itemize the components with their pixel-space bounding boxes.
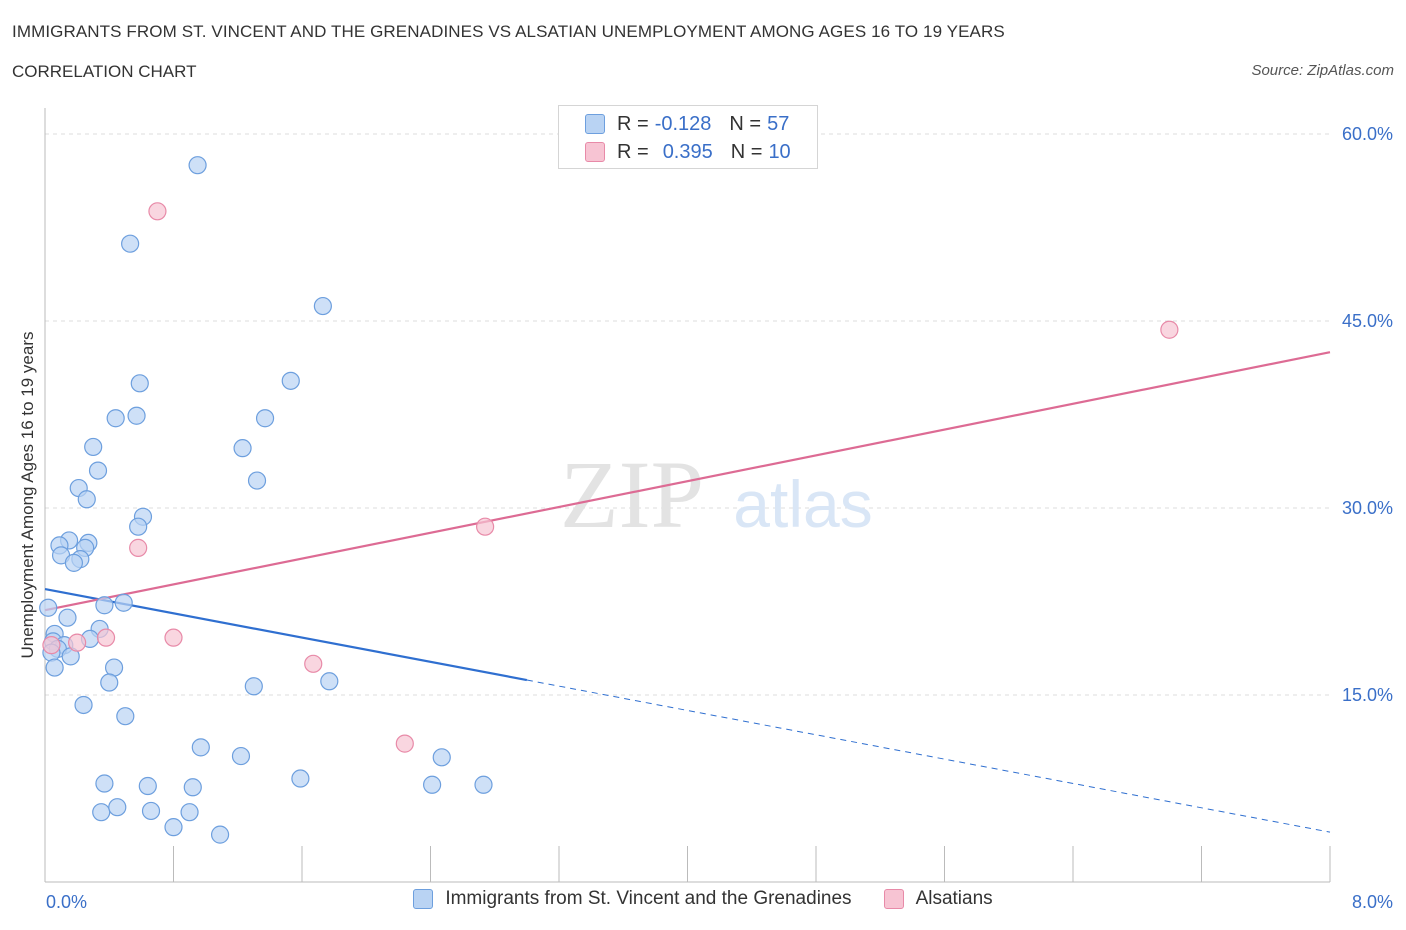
point-series1 xyxy=(247,471,267,490)
point-series1 xyxy=(210,825,230,844)
x-tick-label: 0.0% xyxy=(46,892,87,912)
watermark-zip: ZIP xyxy=(560,441,704,548)
legend-row-series2: R = 0.395 N = 10 xyxy=(585,140,791,164)
point-series1 xyxy=(77,490,96,509)
legend-label-series2: Alsatians xyxy=(915,888,993,909)
point-series1 xyxy=(127,406,146,425)
point-series2 xyxy=(68,633,87,652)
point-series1 xyxy=(141,801,161,821)
series-legend: Immigrants from St. Vincent and the Gren… xyxy=(0,888,1406,910)
trend-line-series2 xyxy=(44,351,1331,612)
point-series1 xyxy=(138,776,157,796)
point-series1 xyxy=(130,374,149,393)
chart-subtitle: CORRELATION CHART xyxy=(12,62,197,81)
legend-n-label: N = xyxy=(730,140,763,163)
point-series1 xyxy=(255,409,275,428)
y-tick-label: 60.0% xyxy=(1342,124,1393,144)
gridlines xyxy=(45,133,1330,696)
point-series2 xyxy=(304,654,323,673)
point-series1 xyxy=(233,439,252,458)
trend-line-series1-extension xyxy=(526,679,1331,833)
point-series2 xyxy=(148,202,167,221)
point-series2 xyxy=(1160,320,1179,339)
point-series2 xyxy=(164,628,183,647)
legend-n-value: 10 xyxy=(768,140,791,163)
point-series1 xyxy=(64,553,84,572)
legend-item-series2: Alsatians xyxy=(883,888,993,910)
point-series1 xyxy=(95,596,114,615)
y-tick-label: 30.0% xyxy=(1342,498,1393,518)
point-series1 xyxy=(432,748,451,767)
legend-label-series1: Immigrants from St. Vincent and the Gren… xyxy=(445,888,852,909)
point-series1 xyxy=(108,798,127,817)
watermark-atlas: atlas xyxy=(733,467,872,541)
point-series2 xyxy=(129,538,148,557)
legend-swatch-series1 xyxy=(585,114,605,134)
point-series1 xyxy=(231,746,251,766)
legend-swatch-series2 xyxy=(883,889,904,909)
point-series1 xyxy=(291,769,310,788)
tick-labels: 15.0% 30.0% 45.0% 60.0% 0.0% 8.0% xyxy=(46,124,1393,912)
point-series1 xyxy=(281,371,300,390)
point-series1 xyxy=(164,818,183,837)
point-series2 xyxy=(96,628,116,647)
point-series1 xyxy=(188,156,207,175)
legend-swatch-series2 xyxy=(585,142,605,162)
point-series1 xyxy=(313,296,332,316)
point-series2 xyxy=(395,734,414,753)
legend-swatch-series1 xyxy=(413,889,434,909)
y-tick-label: 15.0% xyxy=(1342,685,1393,705)
axes xyxy=(44,108,1331,883)
data-points xyxy=(39,156,1179,844)
point-series1 xyxy=(84,437,103,457)
legend-n-value: 57 xyxy=(767,112,790,135)
y-tick-label: 45.0% xyxy=(1342,311,1393,331)
point-series1 xyxy=(320,672,339,691)
x-tick-label: 8.0% xyxy=(1352,892,1393,912)
point-series1 xyxy=(121,234,140,253)
y-axis-label: Unemployment Among Ages 16 to 19 years xyxy=(18,332,37,659)
point-series1 xyxy=(92,803,111,822)
point-series1 xyxy=(129,517,148,536)
legend-r-value: 0.395 xyxy=(662,140,713,163)
legend-r-value: -0.128 xyxy=(654,112,712,135)
chart-title: IMMIGRANTS FROM ST. VINCENT AND THE GREN… xyxy=(12,22,1005,41)
point-series1 xyxy=(45,658,64,677)
point-series1 xyxy=(183,778,202,797)
point-series1 xyxy=(58,608,77,627)
point-series1 xyxy=(180,803,199,822)
source-label: Source: ZipAtlas.com xyxy=(1251,62,1394,79)
point-series1 xyxy=(116,707,135,726)
legend-item-series1: Immigrants from St. Vincent and the Gren… xyxy=(413,888,852,910)
legend-r-label: R = xyxy=(617,140,649,163)
legend-r-label: R = xyxy=(617,112,649,135)
legend-n-label: N = xyxy=(729,112,762,135)
stats-legend: R = -0.128 N = 57 R = 0.395 N = 10 xyxy=(558,105,818,169)
point-series2 xyxy=(42,636,61,655)
point-series1 xyxy=(106,409,125,428)
point-series1 xyxy=(474,775,493,794)
point-series1 xyxy=(74,695,93,715)
point-series1 xyxy=(423,775,442,794)
point-series1 xyxy=(88,461,108,480)
point-series1 xyxy=(95,774,114,793)
point-series2 xyxy=(476,517,495,536)
point-series1 xyxy=(244,677,263,696)
point-series1 xyxy=(191,738,210,757)
point-series1 xyxy=(100,673,119,692)
point-series1 xyxy=(114,593,133,612)
point-series1 xyxy=(39,598,58,617)
legend-row-series1: R = -0.128 N = 57 xyxy=(585,112,789,136)
